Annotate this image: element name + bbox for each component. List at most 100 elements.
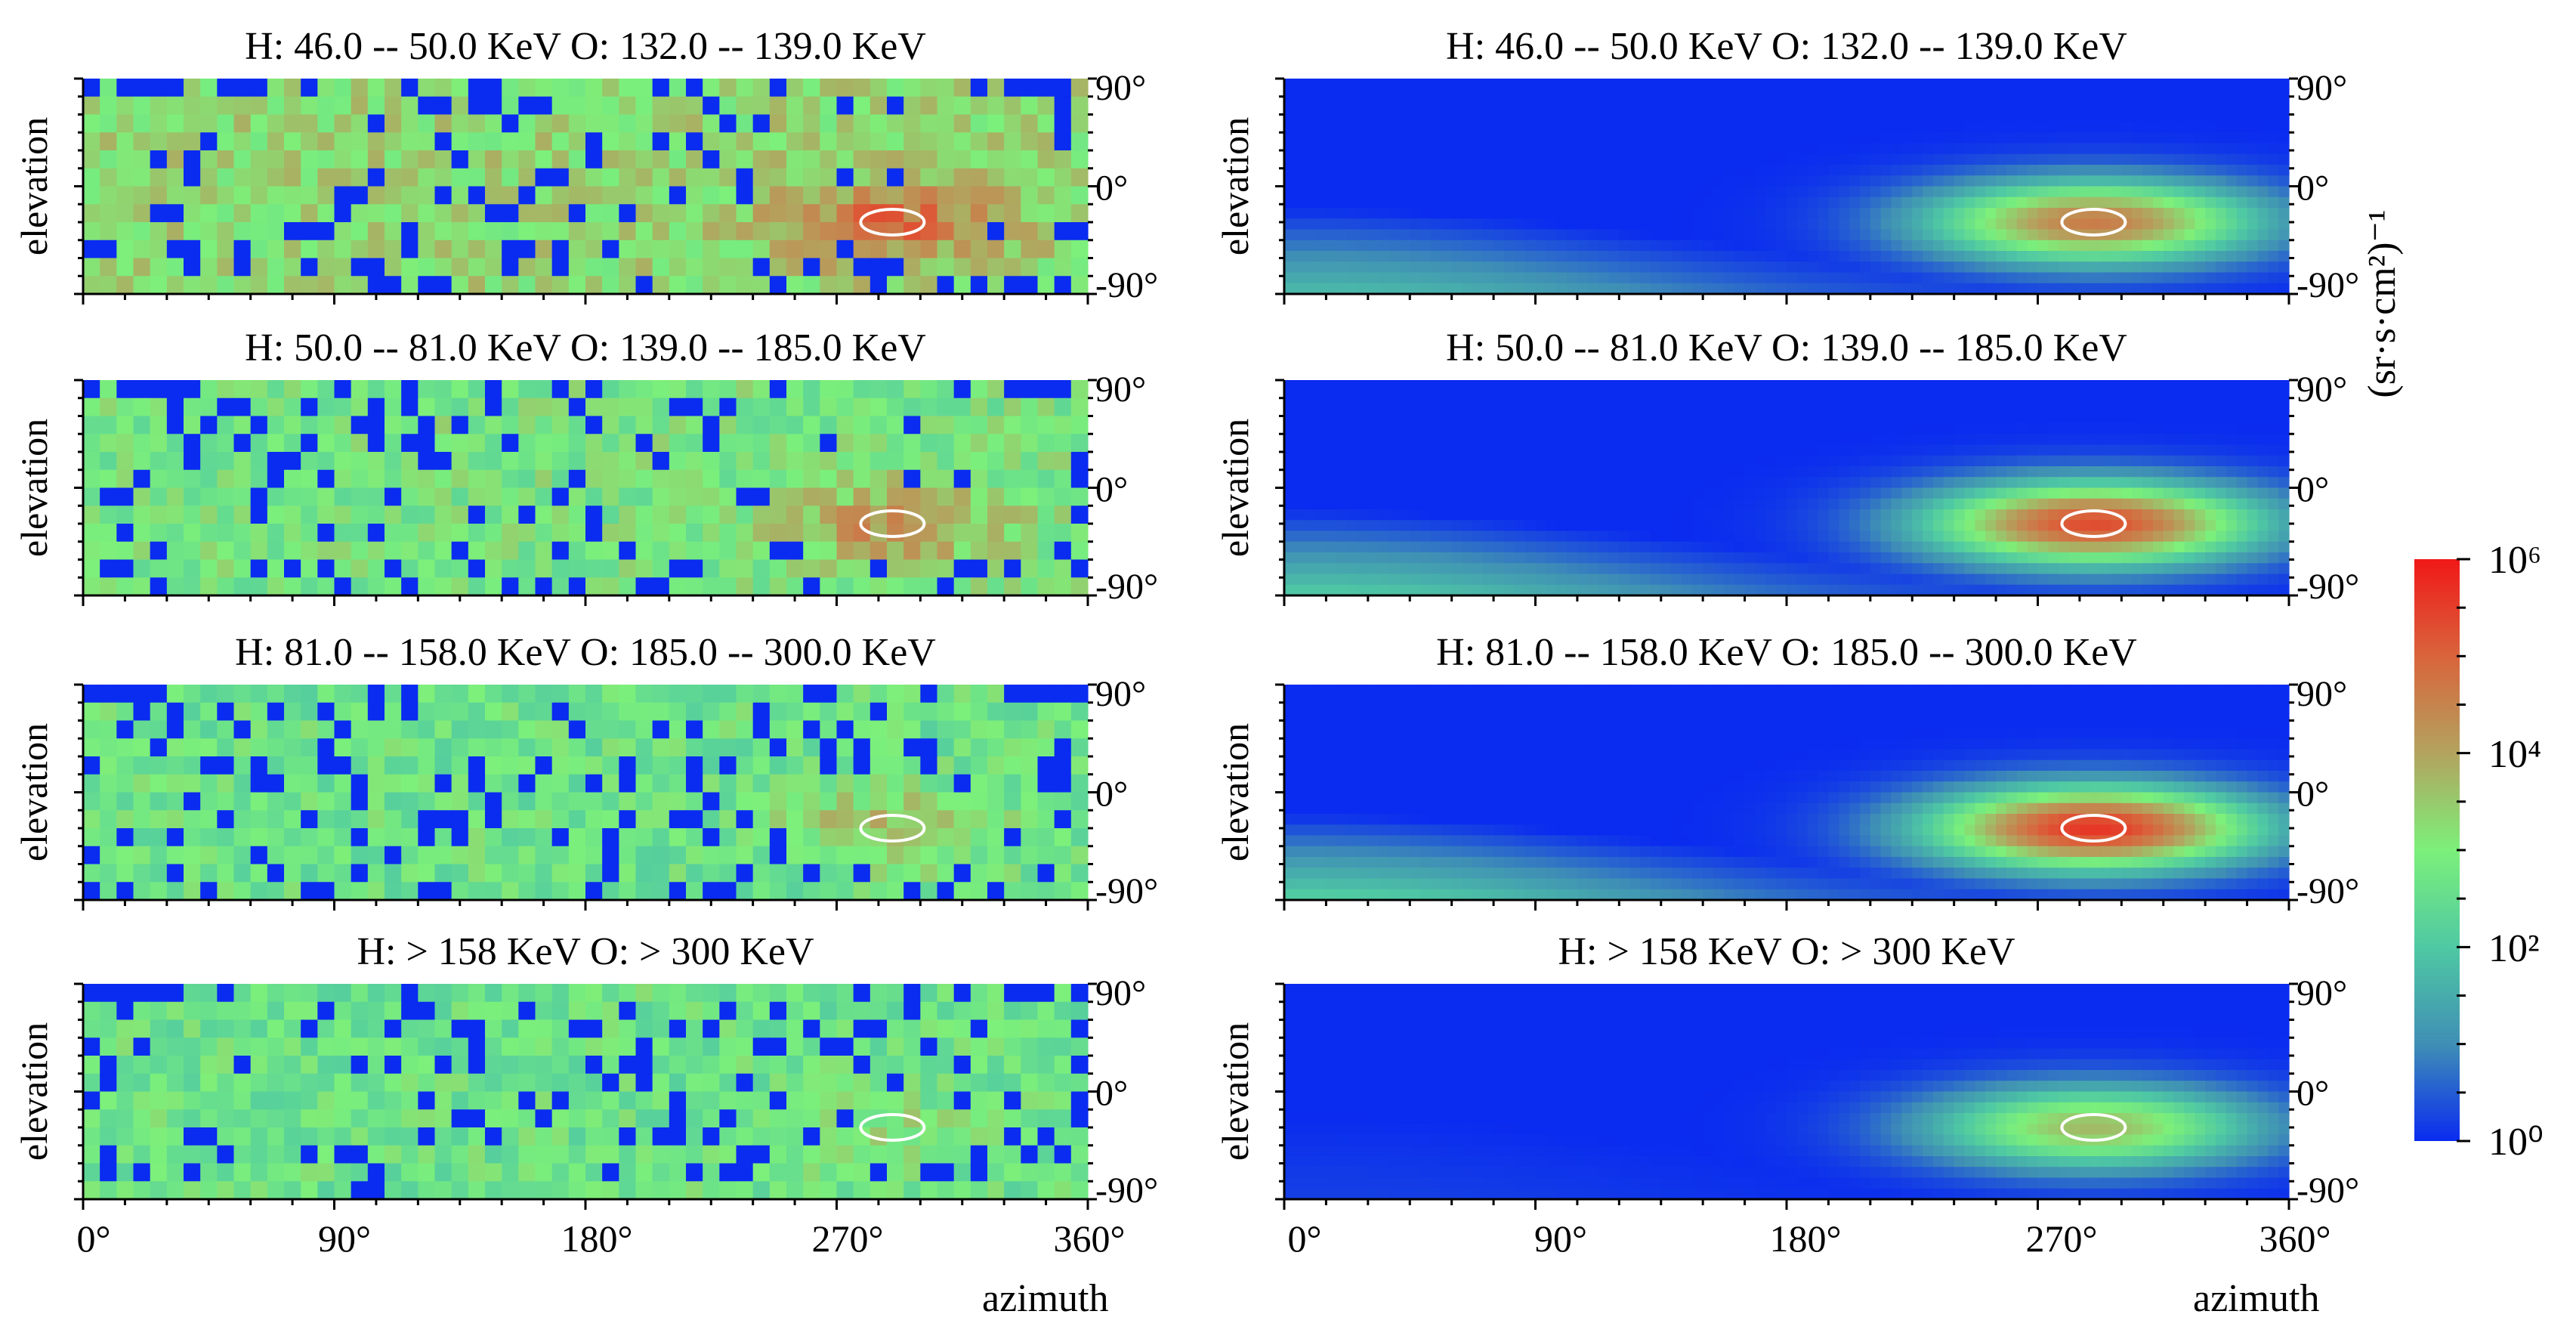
heatmap-cell: [585, 240, 603, 259]
heatmap-cell: [1357, 110, 1369, 122]
heatmap-cell: [1410, 122, 1421, 133]
heatmap-cell: [1315, 110, 1327, 122]
heatmap-cell: [1839, 218, 1850, 230]
heatmap-cell: [217, 380, 235, 399]
heatmap-cell: [284, 1037, 301, 1056]
heatmap-cell: [635, 186, 653, 205]
heatmap-cell: [786, 984, 804, 1003]
heatmap-cell: [1357, 251, 1369, 262]
heatmap-cell: [1818, 122, 1830, 133]
heatmap-cell: [485, 685, 502, 704]
heatmap-cell: [1037, 222, 1055, 241]
heatmap-cell: [568, 577, 586, 596]
heatmap-cell: [2173, 175, 2185, 187]
heatmap-cell: [166, 864, 184, 883]
heatmap-cell: [786, 132, 804, 151]
heatmap-cell: [1870, 89, 1882, 101]
heatmap-cell: [284, 168, 301, 187]
heatmap-cell: [401, 150, 419, 169]
heatmap-cell: [434, 774, 452, 793]
heatmap-cell: [719, 685, 737, 704]
heatmap-cell: [233, 541, 252, 561]
heatmap-cell: [2059, 175, 2070, 187]
heatmap-cell: [920, 541, 938, 561]
heatmap-cell: [736, 258, 754, 277]
heatmap-cell: [250, 1037, 268, 1056]
heatmap-cell: [686, 882, 703, 901]
heatmap-cell: [2225, 251, 2238, 262]
heatmap-cell: [233, 150, 252, 169]
heatmap-cell: [267, 846, 285, 865]
heatmap-cell: [1357, 196, 1369, 209]
heatmap-cell: [468, 541, 486, 561]
heatmap-cell: [1305, 196, 1317, 209]
heatmap-cell: [703, 1019, 720, 1038]
heatmap-cell: [1996, 218, 2007, 230]
heatmap-cell: [434, 738, 452, 757]
heatmap-cell: [1734, 143, 1746, 155]
heatmap-cell: [485, 882, 502, 901]
heatmap-cell: [1964, 132, 1975, 144]
heatmap-cell: [83, 524, 100, 543]
heatmap-cell: [150, 1163, 168, 1182]
heatmap-cell: [602, 774, 619, 793]
heatmap-cell: [317, 276, 335, 295]
heatmap-cell: [669, 1145, 687, 1164]
heatmap-cell: [334, 1001, 352, 1021]
heatmap-cell: [719, 186, 737, 205]
heatmap-cell: [1021, 1019, 1039, 1038]
heatmap-cell: [451, 1056, 469, 1075]
heatmap-cell: [2037, 165, 2049, 176]
heatmap-cell: [2216, 165, 2227, 176]
heatmap-cell: [1776, 272, 1787, 284]
heatmap-cell: [518, 150, 536, 169]
heatmap-cell: [1796, 251, 1808, 262]
heatmap-cell: [820, 702, 838, 722]
heatmap-cell: [937, 487, 955, 506]
heatmap-cell: [200, 810, 218, 829]
heatmap-cell: [1787, 79, 1798, 90]
heatmap-cell: [1357, 240, 1369, 252]
heatmap-cell: [635, 1073, 653, 1093]
heatmap-cell: [1744, 208, 1756, 219]
heatmap-cell: [535, 150, 553, 169]
heatmap-cell: [1975, 165, 1986, 176]
heatmap-cell: [2278, 261, 2290, 274]
heatmap-cell: [1996, 79, 2007, 90]
heatmap-cell: [551, 452, 570, 471]
heatmap-cell: [937, 774, 955, 793]
heatmap-cell: [351, 380, 369, 399]
heatmap-cell: [1021, 487, 1039, 506]
heatmap-cell: [418, 774, 436, 793]
heatmap-cell: [1305, 143, 1317, 155]
heatmap-cell: [1765, 251, 1777, 262]
heatmap-cell: [133, 397, 151, 417]
heatmap-cell: [887, 186, 904, 205]
heatmap-cell: [669, 810, 687, 829]
heatmap-cell: [418, 416, 436, 434]
heatmap-cell: [752, 774, 771, 793]
heatmap-cell: [535, 792, 553, 811]
heatmap-cell: [2205, 143, 2216, 155]
heatmap-cell: [317, 792, 335, 811]
heatmap-cell: [652, 469, 670, 489]
heatmap-cell: [1305, 165, 1317, 176]
heatmap-cell: [970, 720, 988, 739]
heatmap-cell: [83, 1145, 100, 1164]
heatmap-cell: [752, 150, 771, 169]
heatmap-cell: [602, 434, 619, 453]
heatmap-cell: [752, 577, 771, 596]
heatmap-cell: [166, 774, 184, 793]
heatmap-cell: [1004, 1001, 1021, 1021]
heatmap-cell: [853, 738, 871, 757]
heatmap-cell: [1839, 251, 1850, 262]
heatmap-cell: [468, 702, 486, 722]
heatmap-cell: [920, 1091, 938, 1110]
heatmap-cell: [903, 96, 921, 116]
heatmap-cell: [116, 1056, 134, 1075]
heatmap-cell: [1640, 196, 1651, 209]
heatmap-cell: [2006, 143, 2018, 155]
heatmap-cell: [217, 828, 235, 847]
heatmap-cell: [551, 150, 570, 169]
heatmap-cell: [518, 524, 536, 543]
